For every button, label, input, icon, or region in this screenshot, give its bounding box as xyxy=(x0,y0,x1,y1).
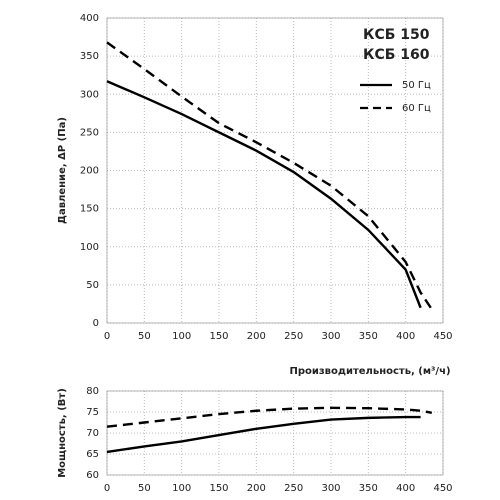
x-tick-label: 150 xyxy=(209,331,228,342)
x-tick-label: 0 xyxy=(104,331,110,342)
x-tick-label: 100 xyxy=(172,483,191,494)
legend-label: 50 Гц xyxy=(402,80,431,91)
series-line xyxy=(106,415,421,454)
series-line xyxy=(106,41,433,310)
y-tick-label: 50 xyxy=(86,280,99,291)
x-tick-label: 450 xyxy=(433,331,452,342)
y-tick-label: 400 xyxy=(80,13,99,24)
y-tick-label: 200 xyxy=(80,166,99,177)
x-tick-label: 250 xyxy=(284,483,303,494)
x-tick-label: 200 xyxy=(247,331,266,342)
y-tick-label: 75 xyxy=(86,407,99,418)
x-tick-label: 100 xyxy=(172,331,191,342)
x-tick-label: 50 xyxy=(138,483,151,494)
x-tick-label: 300 xyxy=(321,483,340,494)
x-tick-label: 200 xyxy=(247,483,266,494)
x-tick-label: 400 xyxy=(396,483,415,494)
plot-frame xyxy=(106,17,444,324)
y-axis-title: Мощность, (Вт) xyxy=(57,388,68,478)
annotation: КСБ 160 xyxy=(363,47,430,63)
x-tick-label: 50 xyxy=(138,331,151,342)
x-tick-label: 0 xyxy=(104,483,110,494)
legend-label: 60 Гц xyxy=(402,103,431,114)
x-tick-label: 150 xyxy=(209,483,228,494)
x-tick-label: 450 xyxy=(433,483,452,494)
plot-frame xyxy=(106,390,444,476)
y-tick-label: 70 xyxy=(86,428,99,439)
x-tick-label: 350 xyxy=(359,483,378,494)
x-tick-label: 400 xyxy=(396,331,415,342)
y-axis-title: Давление, ΔP (Па) xyxy=(57,117,68,224)
y-tick-label: 350 xyxy=(80,51,99,62)
y-tick-label: 300 xyxy=(80,89,99,100)
y-tick-label: 100 xyxy=(80,242,99,253)
y-tick-label: 150 xyxy=(80,204,99,215)
x-axis-title: Производительность, (м³/ч) xyxy=(289,366,450,377)
x-tick-label: 350 xyxy=(359,331,378,342)
y-tick-label: 0 xyxy=(93,318,99,329)
series-line xyxy=(106,80,422,309)
x-tick-label: 300 xyxy=(321,331,340,342)
y-tick-label: 65 xyxy=(86,449,99,460)
y-tick-label: 60 xyxy=(86,470,99,481)
x-tick-label: 250 xyxy=(284,331,303,342)
annotation: КСБ 150 xyxy=(363,27,430,43)
y-tick-label: 250 xyxy=(80,127,99,138)
y-tick-label: 80 xyxy=(86,386,99,397)
series-line xyxy=(106,406,433,428)
